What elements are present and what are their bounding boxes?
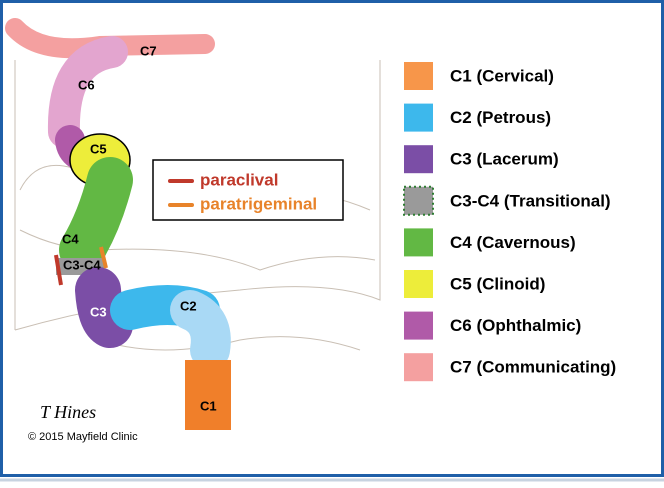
segment-label: C2	[180, 298, 197, 313]
legend-label: C5 (Clinoid)	[450, 274, 545, 293]
legend-label: C6 (Ophthalmic)	[450, 316, 581, 335]
legend-label: C2 (Petrous)	[450, 108, 551, 127]
legend-swatch	[404, 62, 433, 90]
inset-legend-box	[152, 159, 344, 221]
paraclival-marker	[54, 254, 63, 286]
inset-label: paratrigeminal	[200, 194, 317, 213]
legend: C1 (Cervical) C2 (Petrous) C3 (Lacerum) C3-…	[403, 62, 616, 382]
copyright: © 2015 Mayfield Clinic	[28, 431, 138, 443]
legend-label: C4 (Cavernous)	[450, 233, 576, 252]
legend-label: C7 (Communicating)	[450, 358, 616, 377]
legend-swatch	[404, 353, 433, 382]
segment-label: C5	[90, 141, 107, 156]
legend-swatch	[403, 185, 434, 216]
segment-label: C6	[78, 77, 95, 92]
legend-label: C3 (Lacerum)	[450, 150, 559, 169]
inset-label: paraclival	[200, 170, 278, 189]
legend-label: C3-C4 (Transitional)	[450, 191, 611, 210]
legend-swatch	[404, 270, 433, 298]
segment-label: C3-C4	[63, 257, 101, 272]
segment-label: C4	[62, 231, 79, 246]
artery	[5, 18, 231, 430]
legend-label: C1 (Cervical)	[450, 66, 554, 85]
segment-label: C3	[90, 304, 107, 319]
signature: T Hines	[40, 402, 96, 422]
segment-label: C7	[140, 43, 157, 58]
legend-swatch	[404, 228, 433, 257]
segment-label: C1	[200, 398, 217, 413]
legend-swatch	[404, 103, 433, 132]
paratrigeminal-marker	[99, 246, 108, 269]
legend-swatch	[404, 311, 433, 340]
inset-legend: paraclival paratrigeminal	[168, 170, 317, 213]
legend-swatch	[404, 145, 433, 174]
